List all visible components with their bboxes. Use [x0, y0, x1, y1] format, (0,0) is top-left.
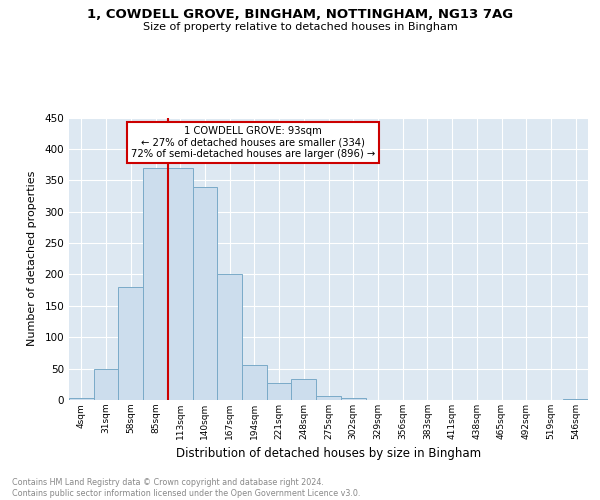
Y-axis label: Number of detached properties: Number of detached properties: [28, 171, 37, 346]
Bar: [217, 274, 242, 400]
Text: 1 COWDELL GROVE: 93sqm
← 27% of detached houses are smaller (334)
72% of semi-de: 1 COWDELL GROVE: 93sqm ← 27% of detached…: [131, 126, 376, 159]
X-axis label: Distribution of detached houses by size in Bingham: Distribution of detached houses by size …: [176, 448, 481, 460]
Bar: [242, 366, 267, 400]
Text: Contains HM Land Registry data © Crown copyright and database right 2024.
Contai: Contains HM Land Registry data © Crown c…: [12, 478, 361, 498]
Bar: [69, 398, 94, 400]
Bar: [94, 368, 118, 400]
Text: 1, COWDELL GROVE, BINGHAM, NOTTINGHAM, NG13 7AG: 1, COWDELL GROVE, BINGHAM, NOTTINGHAM, N…: [87, 8, 513, 20]
Bar: [143, 168, 168, 400]
Text: Size of property relative to detached houses in Bingham: Size of property relative to detached ho…: [143, 22, 457, 32]
Bar: [118, 287, 143, 400]
Bar: [563, 398, 588, 400]
Bar: [267, 383, 292, 400]
Bar: [168, 168, 193, 400]
Bar: [316, 396, 341, 400]
Bar: [292, 380, 316, 400]
Bar: [341, 398, 365, 400]
Bar: [193, 186, 217, 400]
